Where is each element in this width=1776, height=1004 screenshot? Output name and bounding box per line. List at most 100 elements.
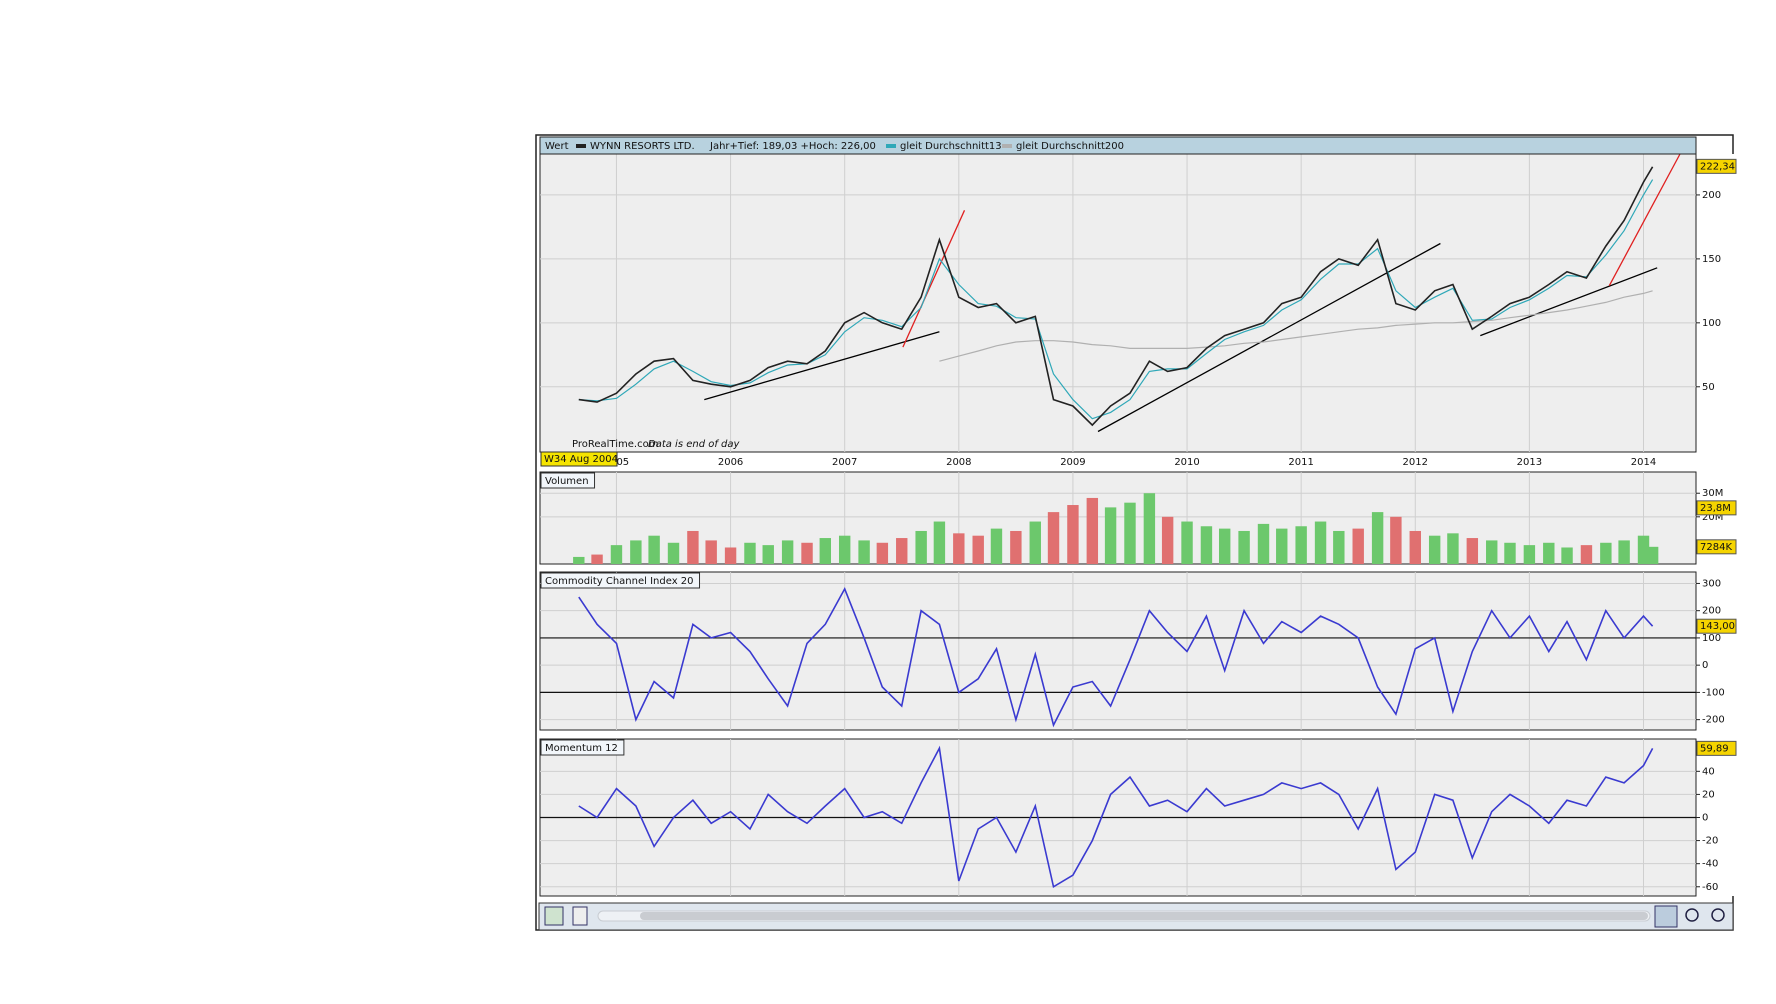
last-value-badge bbox=[1696, 618, 1737, 634]
volume-bar bbox=[1029, 521, 1041, 564]
y-tick-label: -100 bbox=[1702, 687, 1725, 698]
volume-bar bbox=[858, 540, 870, 564]
y-tick-label: 150 bbox=[1702, 254, 1721, 265]
scrollbar-thumb[interactable] bbox=[640, 912, 1648, 920]
volume-bar bbox=[1523, 545, 1536, 564]
panel-title-box bbox=[540, 472, 596, 489]
volume-bar bbox=[705, 540, 717, 564]
x-tick-label: 2014 bbox=[1631, 457, 1656, 468]
x-tick-label: 2007 bbox=[832, 457, 857, 468]
volume-bar bbox=[1257, 523, 1270, 564]
panel-title: Volumen bbox=[545, 476, 589, 487]
volume-bar bbox=[1295, 526, 1307, 564]
y-tick-label: -20 bbox=[1702, 836, 1718, 847]
legend-label: WYNN RESORTS LTD. bbox=[590, 141, 695, 152]
volume-bar bbox=[648, 535, 660, 564]
zoom-fit-button[interactable] bbox=[1654, 905, 1678, 928]
y-tick-label: 20 bbox=[1702, 789, 1715, 800]
chart-tool-button[interactable] bbox=[544, 906, 564, 926]
series-line bbox=[578, 745, 1654, 889]
volume-bar bbox=[1561, 547, 1573, 564]
volume-bar bbox=[1428, 535, 1441, 564]
volume-bar bbox=[1600, 542, 1612, 564]
volume-bar bbox=[762, 545, 774, 564]
x-tick-label: 2008 bbox=[946, 457, 971, 468]
plot-area bbox=[539, 153, 1697, 453]
volume-bar bbox=[876, 542, 889, 564]
volume-bar bbox=[1543, 542, 1555, 564]
last-value-badge-label: 222,34 bbox=[1700, 161, 1735, 172]
volume-bar bbox=[781, 540, 794, 564]
volume-bar bbox=[630, 540, 642, 564]
legend-swatch bbox=[1002, 144, 1012, 148]
volume-bar bbox=[1161, 516, 1174, 564]
volume-bar bbox=[1646, 546, 1659, 564]
source-note: Data is end of day bbox=[648, 439, 741, 450]
y-tick-label: 200 bbox=[1702, 190, 1721, 201]
last-value-badge bbox=[1696, 740, 1737, 756]
legend-swatch bbox=[886, 144, 896, 148]
volume-bar bbox=[744, 542, 756, 564]
volume-bar bbox=[1047, 512, 1060, 564]
last-value-badge-label: 143,00 bbox=[1700, 621, 1735, 632]
volume-bar bbox=[990, 528, 1003, 564]
x-tick-label: 2010 bbox=[1174, 457, 1199, 468]
volume-bar bbox=[1218, 528, 1231, 564]
last-value-badge-label: 59,89 bbox=[1700, 743, 1729, 754]
volume-bar bbox=[819, 538, 831, 564]
volume-bar bbox=[933, 521, 946, 564]
zoom-in-button[interactable] bbox=[1711, 908, 1725, 922]
trendline bbox=[704, 331, 940, 401]
y-tick-label: -60 bbox=[1702, 882, 1718, 893]
y-tick-label: 20M bbox=[1702, 512, 1723, 523]
panel-title: Wert bbox=[545, 141, 569, 152]
y-tick-label: 100 bbox=[1702, 633, 1721, 644]
volume-bar bbox=[1086, 497, 1099, 564]
last-value-badge bbox=[1696, 158, 1737, 174]
settings-button[interactable] bbox=[572, 906, 588, 926]
series-line bbox=[578, 587, 1654, 728]
panel-title-box bbox=[540, 739, 625, 756]
y-tick-label: -40 bbox=[1702, 859, 1718, 870]
header-note: Jahr+Tief: 189,03 +Hoch: 226,00 bbox=[709, 141, 876, 152]
zoom-out-button[interactable] bbox=[1685, 908, 1699, 922]
volume-bar bbox=[667, 542, 680, 564]
volume-bar bbox=[1238, 530, 1250, 564]
volume-bar bbox=[687, 530, 699, 564]
volume-bar bbox=[801, 542, 813, 564]
trendline bbox=[1480, 267, 1658, 337]
volume-bar bbox=[1104, 507, 1117, 564]
x-tick-label: 2011 bbox=[1288, 457, 1313, 468]
volume-bar bbox=[953, 533, 965, 564]
legend-bar bbox=[539, 136, 1697, 155]
volume-bar bbox=[1067, 505, 1079, 564]
y-tick-label: 200 bbox=[1702, 606, 1721, 617]
legend-label: gleit Durchschnitt13 bbox=[900, 141, 1002, 152]
legend-label: gleit Durchschnitt200 bbox=[1016, 141, 1124, 152]
volume-bar bbox=[1466, 538, 1479, 564]
volume-bar bbox=[1333, 530, 1345, 564]
y-tick-label: 100 bbox=[1702, 318, 1721, 329]
y-tick-label: 0 bbox=[1702, 660, 1708, 671]
plot-area bbox=[539, 571, 1697, 731]
y-tick-label: 50 bbox=[1702, 382, 1715, 393]
source-label: ProRealTime.com bbox=[572, 439, 658, 450]
volume-bar bbox=[724, 547, 737, 564]
value-badge bbox=[1696, 500, 1737, 516]
y-tick-label: 30M bbox=[1702, 488, 1723, 499]
volume-bar bbox=[1010, 530, 1022, 564]
value-badge-label: 23,8M bbox=[1700, 503, 1731, 514]
volume-bar bbox=[591, 554, 603, 564]
volume-bar bbox=[1181, 521, 1193, 564]
panel-title: Momentum 12 bbox=[545, 743, 618, 754]
volume-bar bbox=[1143, 493, 1156, 564]
volume-bar bbox=[573, 556, 585, 564]
volume-bar bbox=[1504, 542, 1516, 564]
volume-bar bbox=[1447, 533, 1459, 564]
volume-bar bbox=[896, 538, 908, 564]
volume-bar bbox=[1486, 540, 1498, 564]
cursor-label-box bbox=[540, 451, 618, 467]
volume-bar bbox=[1124, 502, 1136, 564]
